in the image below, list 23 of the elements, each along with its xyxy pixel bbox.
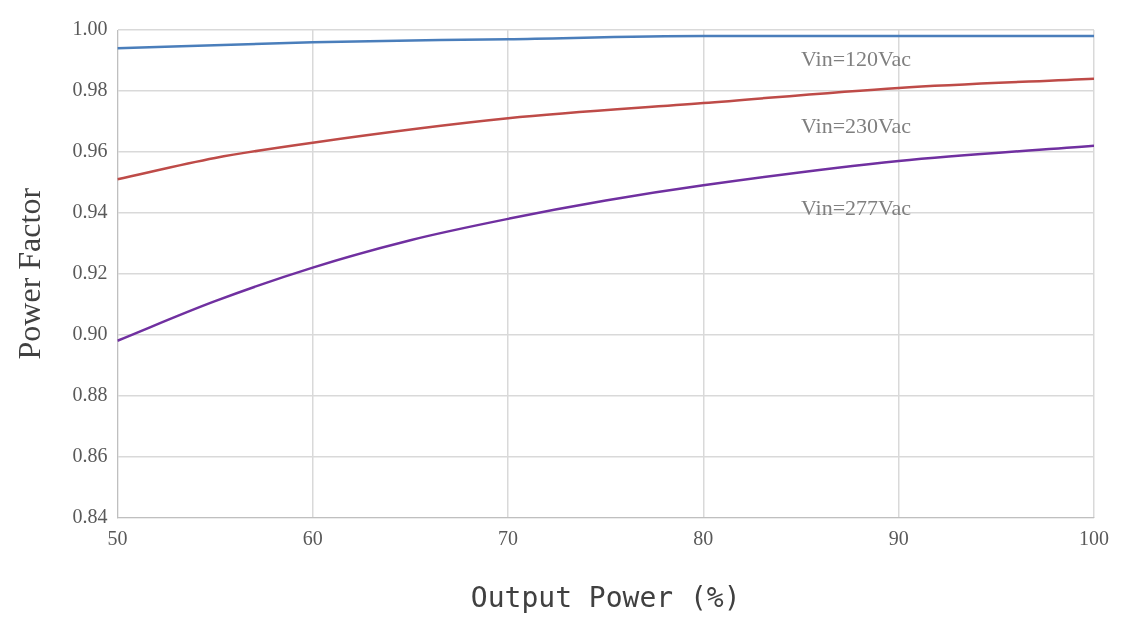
x-tick-label: 70 — [498, 526, 519, 549]
x-tick-label: 80 — [693, 526, 714, 549]
y-tick-label: 0.90 — [72, 321, 108, 344]
y-tick-label: 0.88 — [72, 382, 108, 405]
y-tick-label: 0.92 — [72, 260, 108, 283]
x-tick-label: 50 — [107, 526, 128, 549]
x-axis-title: Output Power (%) — [470, 581, 741, 615]
y-tick-label: 0.98 — [72, 78, 108, 101]
y-tick-label: 0.86 — [72, 443, 108, 466]
y-tick-label: 1.00 — [72, 17, 108, 40]
line-series — [117, 77, 1094, 181]
series-label: Vin=277Vac — [801, 195, 912, 221]
line-series — [117, 144, 1094, 342]
line-series — [117, 34, 1094, 50]
x-tick-label: 90 — [888, 526, 909, 549]
y-tick-label: 0.94 — [72, 200, 108, 223]
series-label: Vin=230Vac — [801, 112, 912, 138]
y-tick-label: 0.84 — [72, 504, 108, 527]
series-label: Vin=120Vac — [801, 45, 912, 71]
y-axis-title: Power Factor — [10, 187, 47, 360]
x-tick-label: 100 — [1079, 526, 1109, 549]
x-tick-label: 60 — [302, 526, 323, 549]
y-tick-label: 0.96 — [72, 139, 108, 162]
